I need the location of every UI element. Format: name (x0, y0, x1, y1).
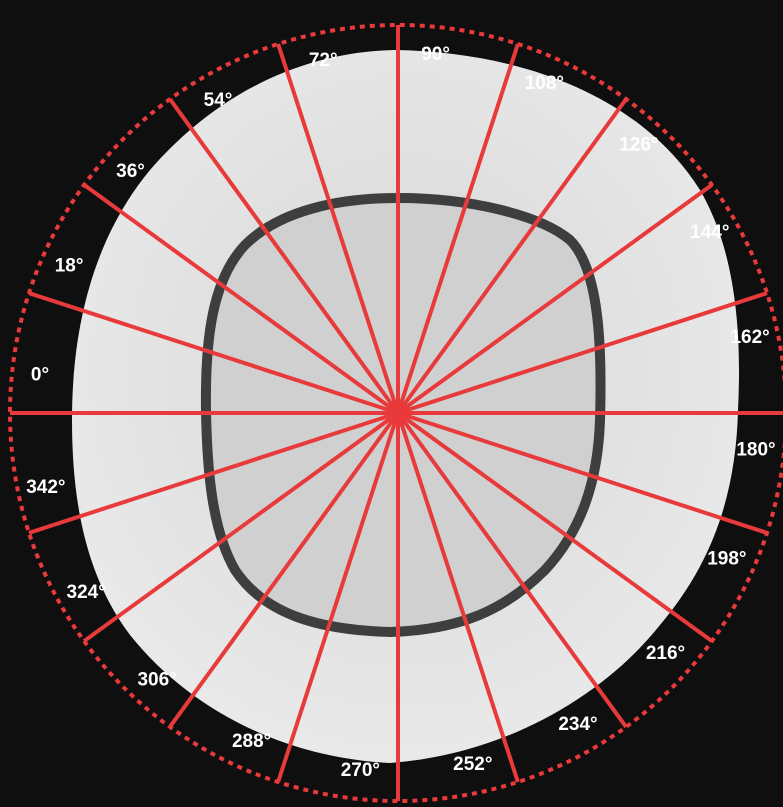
spoke-line-126 (396, 97, 628, 415)
angle-label-234: 234° (558, 714, 597, 735)
center-point (392, 407, 404, 419)
angle-labels-group: 0° 18° 36° 54° 72° 90° 108° 126° 144° 162° 180° 198… (26, 44, 775, 781)
angle-label-288: 288° (232, 731, 271, 752)
spoke-line-306 (168, 411, 400, 729)
spoke-line-72 (276, 43, 400, 414)
spoke-line-144 (396, 183, 714, 415)
angle-label-144: 144° (690, 222, 729, 243)
angle-label-126: 126° (619, 135, 658, 156)
angle-label-180: 180° (736, 440, 775, 461)
angle-label-36: 36° (116, 161, 145, 182)
angle-label-342: 342° (26, 477, 65, 498)
angle-label-90: 90° (421, 44, 450, 65)
spoke-line-234 (396, 411, 628, 729)
radial-lines-group (10, 25, 783, 801)
angle-label-54: 54° (204, 90, 233, 111)
angle-label-108: 108° (525, 73, 564, 94)
angle-label-198: 198° (707, 548, 746, 569)
angle-label-252: 252° (453, 754, 492, 775)
angle-label-216: 216° (646, 643, 685, 664)
angle-label-162: 162° (730, 327, 769, 348)
spoke-line-216 (396, 411, 714, 643)
angle-label-324: 324° (67, 582, 106, 603)
spoke-line-18 (28, 291, 399, 415)
angle-label-18: 18° (55, 256, 84, 277)
spoke-line-342 (28, 411, 399, 535)
angle-label-270: 270° (341, 760, 380, 781)
spoke-line-324 (82, 411, 400, 643)
spoke-line-288 (276, 412, 400, 783)
angle-label-0: 0° (31, 364, 49, 385)
spoke-line-252 (396, 412, 520, 783)
spoke-line-54 (168, 97, 400, 415)
spoke-line-198 (397, 411, 768, 535)
spoke-line-108 (396, 43, 520, 414)
angle-label-306: 306° (137, 670, 176, 691)
spoke-line-162 (397, 291, 768, 415)
spoke-line-36 (82, 183, 400, 415)
angle-label-72: 72° (309, 50, 338, 71)
